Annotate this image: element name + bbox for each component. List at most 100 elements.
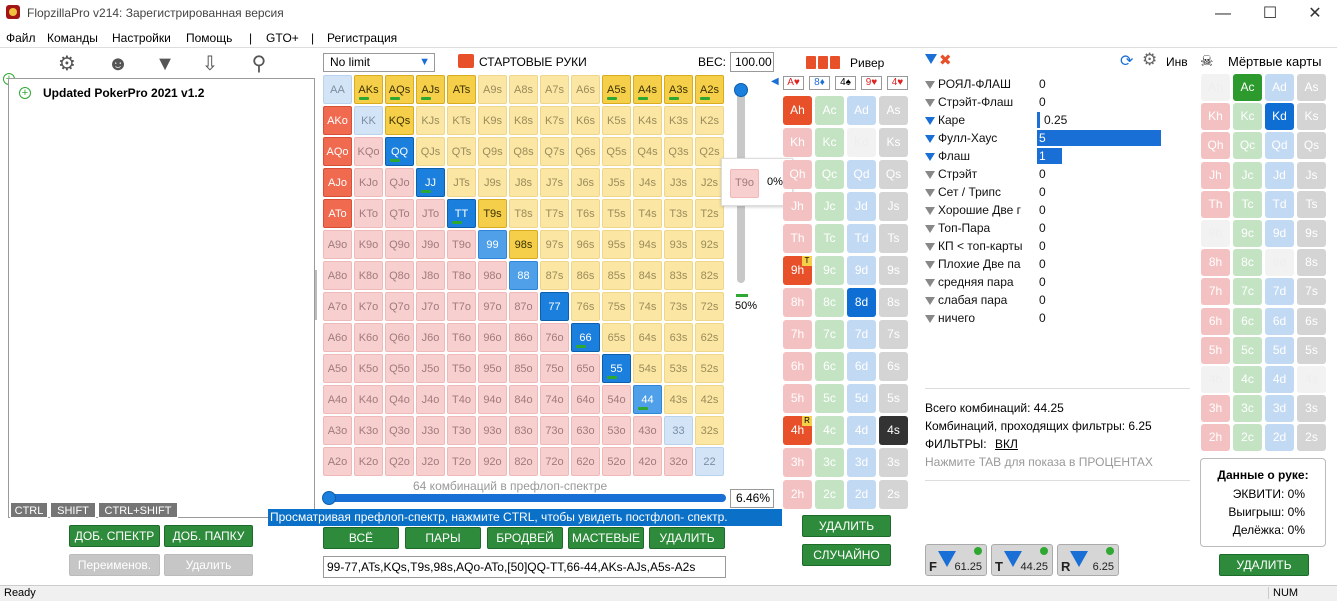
dead-card-2h[interactable]: 2h <box>1201 424 1230 452</box>
board-card-2s[interactable]: 2s <box>879 480 908 509</box>
hand-cell-AJo[interactable]: AJo <box>323 168 352 197</box>
hand-cell-T4s[interactable]: T4s <box>633 199 662 228</box>
hand-cell-72s[interactable]: 72s <box>695 292 724 321</box>
board-card-4d[interactable]: 4d <box>847 416 876 445</box>
board-card-7d[interactable]: 7d <box>847 320 876 349</box>
board-card-Td[interactable]: Td <box>847 224 876 253</box>
hand-cell-Q3o[interactable]: Q3o <box>385 416 414 445</box>
hand-cell-64o[interactable]: 64o <box>571 385 600 414</box>
hand-cell-J7o[interactable]: J7o <box>416 292 445 321</box>
dead-card-2s[interactable]: 2s <box>1297 424 1326 452</box>
board-card-9s[interactable]: 9s <box>879 256 908 285</box>
hand-cell-92o[interactable]: 92o <box>478 447 507 476</box>
hand-cell-AKo[interactable]: AKo <box>323 106 352 135</box>
stat-label[interactable]: средняя пара <box>925 275 1014 289</box>
filter-icon[interactable] <box>925 134 935 143</box>
hand-cell-33[interactable]: 33 <box>664 416 693 445</box>
dead-card-9d[interactable]: 9d <box>1265 220 1294 247</box>
dead-card-6d[interactable]: 6d <box>1265 307 1294 335</box>
delete-button[interactable]: Удалить <box>164 554 253 576</box>
hand-cell-A4o[interactable]: A4o <box>323 385 352 414</box>
board-card-4s[interactable]: 4s <box>879 416 908 445</box>
hand-cell-J4s[interactable]: J4s <box>633 168 662 197</box>
hand-cell-43o[interactable]: 43o <box>633 416 662 445</box>
hand-cell-AQo[interactable]: AQo <box>323 137 352 166</box>
board-card-Qs[interactable]: Qs <box>879 160 908 189</box>
gear-icon[interactable]: ⚙ <box>1142 50 1158 69</box>
hand-cell-KTs[interactable]: KTs <box>447 106 476 135</box>
hand-cell-K4s[interactable]: K4s <box>633 106 662 135</box>
hand-cell-53o[interactable]: 53o <box>602 416 631 445</box>
rename-button[interactable]: Переименов. <box>69 554 160 576</box>
weight-slider-thumb[interactable] <box>734 83 748 97</box>
hand-cell-K4o[interactable]: K4o <box>354 385 383 414</box>
hand-cell-88[interactable]: 88 <box>509 261 538 290</box>
board-card-8d[interactable]: 8d <box>847 288 876 317</box>
hand-cell-97s[interactable]: 97s <box>540 230 569 259</box>
hand-cell-J4o[interactable]: J4o <box>416 385 445 414</box>
board-card-5c[interactable]: 5c <box>815 384 844 413</box>
dead-card-Td[interactable]: Td <box>1265 190 1294 218</box>
hand-cell-Q8o[interactable]: Q8o <box>385 261 414 290</box>
dead-card-7d[interactable]: 7d <box>1265 278 1294 306</box>
dead-card-8h[interactable]: 8h <box>1201 249 1230 277</box>
ctrl-key[interactable]: CTRL <box>10 502 48 518</box>
hand-cell-A9s[interactable]: A9s <box>478 75 507 104</box>
hand-cell-42o[interactable]: 42o <box>633 447 662 476</box>
dead-card-Th[interactable]: Th <box>1201 190 1230 218</box>
hand-cell-T7s[interactable]: T7s <box>540 199 569 228</box>
hand-cell-Q5o[interactable]: Q5o <box>385 354 414 383</box>
hand-cell-Q2o[interactable]: Q2o <box>385 447 414 476</box>
dead-card-Kd[interactable]: Kd <box>1265 103 1294 131</box>
hand-cell-J9o[interactable]: J9o <box>416 230 445 259</box>
expand-icon[interactable]: + <box>19 87 31 99</box>
menu-file[interactable]: Файл <box>6 31 36 45</box>
board-card-Ac[interactable]: Ac <box>815 96 844 125</box>
hand-cell-J6s[interactable]: J6s <box>571 168 600 197</box>
dead-card-4s[interactable]: 4s <box>1297 366 1326 393</box>
hand-cell-87s[interactable]: 87s <box>540 261 569 290</box>
hand-cell-92s[interactable]: 92s <box>695 230 724 259</box>
hand-cell-ATo[interactable]: ATo <box>323 199 352 228</box>
hand-cell-K9s[interactable]: K9s <box>478 106 507 135</box>
hand-cell-K3s[interactable]: K3s <box>664 106 693 135</box>
dead-card-As[interactable]: As <box>1297 74 1326 101</box>
hand-cell-QJo[interactable]: QJo <box>385 168 414 197</box>
dead-card-8s[interactable]: 8s <box>1297 249 1326 277</box>
board-card-7s[interactable]: 7s <box>879 320 908 349</box>
hand-cell-J8o[interactable]: J8o <box>416 261 445 290</box>
hand-cell-K8s[interactable]: K8s <box>509 106 538 135</box>
hand-cell-A3s[interactable]: A3s <box>664 75 693 104</box>
hand-cell-Q7o[interactable]: Q7o <box>385 292 414 321</box>
dead-card-7s[interactable]: 7s <box>1297 278 1326 306</box>
hand-cell-KQo[interactable]: KQo <box>354 137 383 166</box>
board-card-6d[interactable]: 6d <box>847 352 876 381</box>
stat-label[interactable]: Сет / Трипс <box>925 185 1001 199</box>
board-card-7h[interactable]: 7h <box>783 320 812 349</box>
dead-card-5d[interactable]: 5d <box>1265 336 1294 364</box>
stat-label[interactable]: Топ-Пара <box>925 221 990 235</box>
dead-card-2d[interactable]: 2d <box>1265 424 1294 452</box>
filter-icon[interactable] <box>925 52 937 68</box>
board-card-8h[interactable]: 8h <box>783 288 812 317</box>
filter-icon[interactable] <box>925 224 935 233</box>
board-card-8c[interactable]: 8c <box>815 288 844 317</box>
board-card-Jc[interactable]: Jc <box>815 192 844 221</box>
dead-card-9c[interactable]: 9c <box>1233 220 1262 247</box>
hand-cell-53s[interactable]: 53s <box>664 354 693 383</box>
hand-cell-QTs[interactable]: QTs <box>447 137 476 166</box>
stat-label[interactable]: Стрэйт <box>925 167 977 181</box>
hand-cell-AA[interactable]: AA <box>323 75 352 104</box>
hand-cell-94s[interactable]: 94s <box>633 230 662 259</box>
hand-cell-96s[interactable]: 96s <box>571 230 600 259</box>
filter-icon[interactable] <box>925 152 935 161</box>
board-card-Jd[interactable]: Jd <box>847 192 876 221</box>
hand-cell-Q9o[interactable]: Q9o <box>385 230 414 259</box>
hand-cell-QJs[interactable]: QJs <box>416 137 445 166</box>
hand-cell-43s[interactable]: 43s <box>664 385 693 414</box>
board-card-4h[interactable]: 4h R <box>783 416 812 445</box>
hand-cell-A4s[interactable]: A4s <box>633 75 662 104</box>
dead-card-Qh[interactable]: Qh <box>1201 132 1230 160</box>
hand-cell-K5o[interactable]: K5o <box>354 354 383 383</box>
hand-cell-KJo[interactable]: KJo <box>354 168 383 197</box>
